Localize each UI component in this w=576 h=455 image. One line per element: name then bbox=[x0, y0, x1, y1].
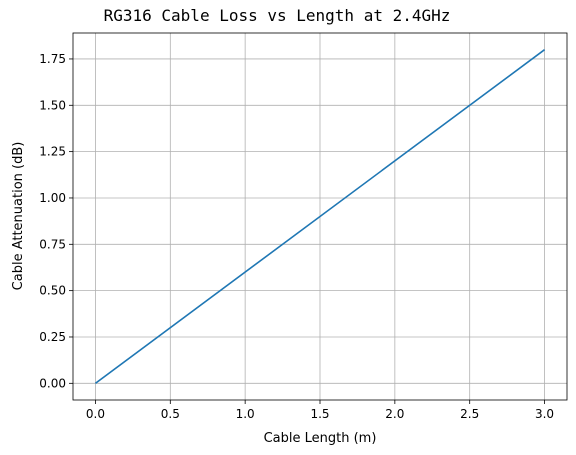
y-tick-label: 0.25 bbox=[39, 330, 66, 344]
y-axis-label: Cable Attenuation (dB) bbox=[11, 142, 26, 291]
x-tick-label: 0.0 bbox=[86, 407, 105, 421]
y-tick-label: 1.75 bbox=[39, 52, 66, 66]
series-line bbox=[94, 49, 546, 384]
y-tick-label: 1.00 bbox=[39, 191, 66, 205]
x-tick-label: 2.0 bbox=[385, 407, 404, 421]
y-tick-label: 0.75 bbox=[39, 237, 66, 251]
axis-ticks: 0.0 0.5 1.0 1.5 2.0 2.5 3.0 0.00 0.25 0.50 0.75 1.0… bbox=[39, 52, 554, 421]
x-tick-label: 2.5 bbox=[460, 407, 479, 421]
y-tick-label: 1.50 bbox=[39, 98, 66, 112]
y-tick-label: 0.00 bbox=[39, 376, 66, 390]
grid bbox=[73, 33, 567, 400]
x-tick-label: 0.5 bbox=[161, 407, 180, 421]
x-tick-label: 1.0 bbox=[236, 407, 255, 421]
plot-lines bbox=[94, 49, 546, 384]
chart-title: RG316 Cable Loss vs Length at 2.4GHz bbox=[104, 6, 451, 25]
x-axis-label: Cable Length (m) bbox=[264, 431, 377, 446]
x-tick-label: 3.0 bbox=[535, 407, 554, 421]
y-tick-label: 1.25 bbox=[39, 145, 66, 159]
x-tick-label: 1.5 bbox=[310, 407, 329, 421]
y-tick-label: 0.50 bbox=[39, 284, 66, 298]
